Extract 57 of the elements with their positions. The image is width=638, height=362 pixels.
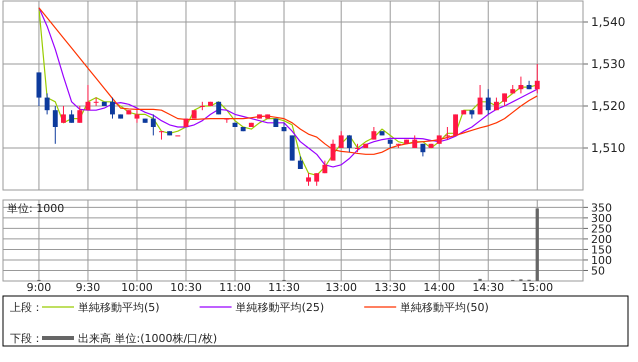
x-tick-label: 11:30 (268, 281, 300, 294)
candlestick (134, 110, 140, 124)
bar (536, 208, 539, 281)
candlestick (216, 101, 222, 115)
y-tick-label: 150 (591, 243, 612, 256)
candlestick (110, 97, 115, 120)
candlestick (518, 76, 524, 94)
y-tick-label: 350 (591, 201, 612, 214)
x-tick-label: 13:30 (374, 281, 406, 294)
y-tick-label: 1,520 (591, 99, 626, 113)
candlestick (478, 84, 483, 115)
candlestick (420, 143, 426, 157)
x-tick-label: 14:30 (472, 281, 504, 294)
x-tick-label: 13:00 (325, 281, 358, 294)
y-tick-label: 1,510 (591, 141, 626, 155)
candlestick (444, 126, 450, 140)
candlestick (346, 134, 352, 153)
legend-title: 下段： (10, 332, 43, 345)
y-tick-label: 250 (591, 222, 612, 236)
candlestick (86, 84, 90, 111)
candlestick (330, 139, 336, 162)
y-tick-label: 1,540 (591, 15, 626, 29)
y-tick-label: 1,530 (591, 57, 626, 71)
candlestick (314, 172, 320, 186)
candlestick (502, 92, 508, 106)
candlestick (69, 110, 74, 124)
candlestick (486, 88, 491, 115)
x-tick-label: 15:00 (521, 281, 554, 294)
y-tick-label: 50 (591, 264, 605, 278)
candlestick (44, 92, 50, 115)
candlestick (371, 126, 376, 140)
legend-label: 単純移動平均(25) (236, 301, 324, 314)
legend-label: 出来高 単位:(1000株/口/枚) (78, 332, 218, 345)
x-tick-label: 9:30 (76, 281, 100, 294)
candlestick (77, 106, 82, 124)
x-tick-label: 11:00 (219, 281, 251, 294)
y-tick-label: 200 (591, 232, 612, 246)
x-tick-label: 14:00 (423, 281, 456, 294)
candlestick (298, 156, 303, 170)
x-tick-label: 10:30 (170, 281, 202, 294)
x-tick-label: 10:00 (121, 281, 153, 294)
legend-label: 単純移動平均(50) (400, 301, 489, 314)
candlestick (453, 114, 458, 136)
candlestick (52, 106, 58, 144)
candlestick (150, 114, 156, 136)
candlestick (61, 106, 66, 124)
legend-label: 単純移動平均(5) (78, 301, 160, 314)
annotation: 単位: 1000 (7, 202, 64, 215)
candlestick (322, 160, 328, 174)
candlestick (306, 172, 311, 186)
candlestick (494, 97, 499, 111)
legend-title: 上段： (10, 301, 43, 314)
x-tick-label: 9:00 (26, 281, 52, 294)
candlestick (338, 130, 344, 148)
candlestick (412, 134, 418, 148)
y-tick-label: 300 (591, 212, 612, 225)
y-tick-label: 100 (591, 254, 612, 267)
